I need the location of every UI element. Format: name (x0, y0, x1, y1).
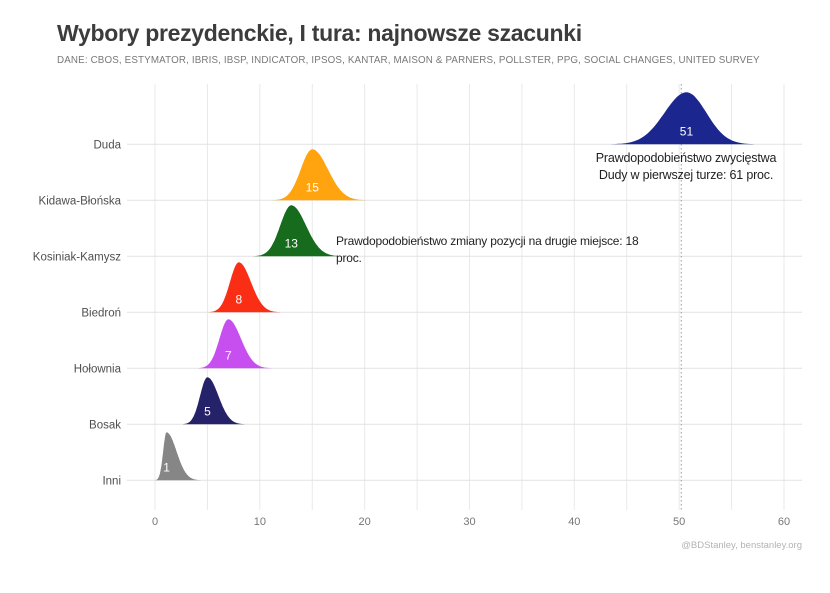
author-credit: @BDStanley, benstanley.org (681, 540, 802, 551)
density-curve-biedro- (206, 262, 283, 313)
x-tick-label: 10 (254, 516, 266, 528)
category-label-inni: Inni (102, 475, 121, 487)
x-tick-label: 30 (463, 516, 475, 528)
category-label-kidawa-b-o-ska: Kidawa-Błońska (39, 195, 122, 207)
x-tick-label: 20 (359, 516, 371, 528)
curve-value-label: 13 (285, 236, 299, 250)
density-curve-ho-ownia (196, 319, 274, 369)
curve-value-label: 1 (163, 460, 170, 474)
curve-value-label: 7 (225, 348, 232, 362)
x-tick-label: 0 (152, 516, 158, 528)
curve-value-label: 5 (204, 404, 211, 418)
curve-value-label: 51 (680, 124, 694, 138)
annotation-duda-win-probability: Prawdopodobieństwo zwycięstwa Dudy w pie… (576, 150, 796, 184)
category-label-ho-ownia: Hołownia (74, 363, 122, 375)
data-sources-subtitle: DANE: CBOS, ESTYMATOR, IBRIS, IBSP, INDI… (57, 55, 760, 66)
density-curve-kidawa-b-o-ska (270, 149, 369, 201)
x-tick-label: 60 (778, 516, 790, 528)
density-curve-duda (607, 92, 759, 145)
curve-value-label: 8 (236, 292, 243, 306)
density-curve-bosak (181, 377, 247, 425)
category-label-biedro-: Biedroń (81, 307, 121, 319)
curve-value-label: 15 (306, 180, 320, 194)
annotation-second-place-probability: Prawdopodobieństwo zmiany pozycji na dru… (336, 234, 639, 265)
page-title: Wybory prezydenckie, I tura: najnowsze s… (57, 20, 582, 46)
category-label-kosiniak-kamysz: Kosiniak-Kamysz (33, 251, 121, 263)
density-curve-kosiniak-kamysz (251, 205, 345, 257)
density-curve-inni (154, 432, 203, 481)
x-tick-label: 40 (568, 516, 580, 528)
x-tick-label: 50 (673, 516, 685, 528)
annotation-duda-win-line1: Prawdopodobieństwo zwycięstwa (595, 151, 777, 165)
category-label-duda: Duda (94, 139, 122, 151)
annotation-duda-win-line2: Dudy w pierwszej turze: 61 proc. (598, 168, 774, 182)
category-label-bosak: Bosak (89, 419, 121, 431)
